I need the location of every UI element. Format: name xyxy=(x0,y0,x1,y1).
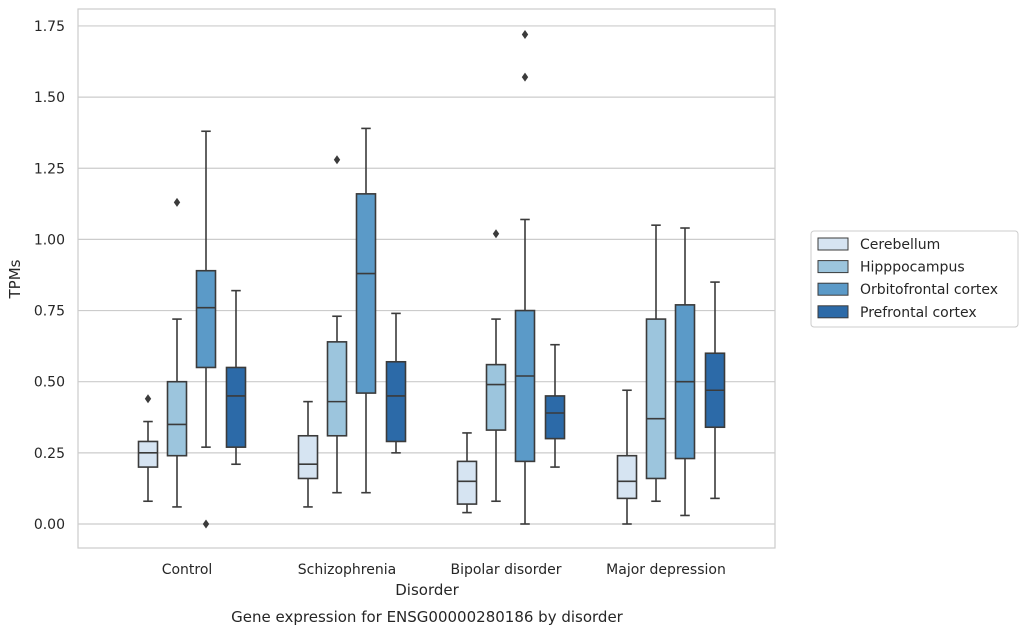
legend-label: Orbitofrontal cortex xyxy=(860,282,998,298)
box-cerebellum xyxy=(137,394,159,503)
y-tick-label: 1.00 xyxy=(34,232,65,248)
legend-frame xyxy=(810,230,1019,328)
legend-swatch xyxy=(817,260,849,274)
outlier-point xyxy=(144,394,152,404)
box-prefrontal-cortex xyxy=(385,312,407,454)
box-orbitofrontal-cortex xyxy=(514,29,536,525)
box-cerebellum xyxy=(616,389,638,525)
box-hipppocampus xyxy=(326,155,348,494)
x-axis-label: Disorder xyxy=(395,581,459,599)
x-tick-label: Schizophrenia xyxy=(298,562,396,578)
legend-label: Hipppocampus xyxy=(860,260,965,276)
outlier-point xyxy=(202,519,210,529)
box-body xyxy=(514,309,536,463)
box-cerebellum xyxy=(297,400,319,508)
chart-caption: Gene expression for ENSG00000280186 by d… xyxy=(231,608,624,626)
outlier-point xyxy=(521,72,529,82)
y-axis-ticks: 0.00 0.25 0.50 0.75 1.00 1.25 1.50 1.75 xyxy=(34,19,65,533)
outlier-point xyxy=(173,197,181,207)
y-tick-label: 0.50 xyxy=(34,375,65,391)
box-body xyxy=(544,395,566,440)
box-body xyxy=(326,341,348,437)
outlier-point xyxy=(333,155,341,165)
box-body xyxy=(355,193,377,394)
box-prefrontal-cortex xyxy=(544,343,566,468)
box-hipppocampus xyxy=(485,229,507,503)
box-orbitofrontal-cortex xyxy=(355,127,377,494)
y-tick-label: 1.75 xyxy=(34,19,65,35)
x-tick-label: Control xyxy=(162,562,213,578)
y-tick-label: 0.00 xyxy=(34,517,65,533)
x-axis-ticks: Control Schizophrenia Bipolar disorder Majo… xyxy=(162,562,726,578)
x-tick-label: Major depression xyxy=(606,562,726,578)
legend-label: Prefrontal cortex xyxy=(860,305,977,321)
y-axis-label: TPMs xyxy=(6,259,24,299)
box-body xyxy=(456,460,478,505)
legend: Cerebellum Hipppocampus Orbitofrontal cort… xyxy=(810,230,1019,328)
y-tick-label: 1.50 xyxy=(34,90,65,106)
box-body xyxy=(297,434,319,480)
y-tick-label: 0.75 xyxy=(34,304,65,320)
box-prefrontal-cortex xyxy=(704,281,726,500)
box-body xyxy=(485,363,507,431)
outlier-point xyxy=(492,229,500,239)
plot-area-frame xyxy=(77,8,776,549)
box-orbitofrontal-cortex xyxy=(674,227,696,517)
box-hipppocampus xyxy=(166,197,188,508)
box-hipppocampus xyxy=(645,224,667,503)
box-orbitofrontal-cortex xyxy=(195,130,217,529)
legend-swatch xyxy=(817,282,849,296)
box-cerebellum xyxy=(456,432,478,514)
x-tick-label: Bipolar disorder xyxy=(450,562,561,578)
box-body xyxy=(225,366,247,448)
box-groups xyxy=(137,29,726,529)
legend-swatch xyxy=(817,237,849,251)
box-body xyxy=(616,454,638,500)
box-body xyxy=(645,318,667,480)
legend-label: Cerebellum xyxy=(860,237,940,253)
box-body xyxy=(137,440,159,468)
outlier-point xyxy=(521,29,529,39)
y-gridlines xyxy=(78,25,775,525)
box-body xyxy=(385,360,407,443)
y-tick-label: 0.25 xyxy=(34,446,65,462)
box-prefrontal-cortex xyxy=(225,289,247,466)
box-body xyxy=(166,380,188,457)
box-body xyxy=(195,269,217,369)
legend-swatch xyxy=(817,305,849,319)
y-tick-label: 1.25 xyxy=(34,161,65,177)
